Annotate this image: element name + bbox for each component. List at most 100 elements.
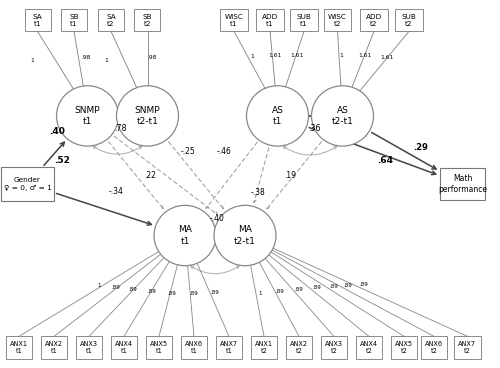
FancyBboxPatch shape [76,336,102,359]
FancyBboxPatch shape [61,9,87,31]
FancyBboxPatch shape [454,336,481,359]
Text: .89: .89 [344,283,352,288]
Text: AS
t2-t1: AS t2-t1 [332,106,353,126]
Text: ANX2
t1: ANX2 t1 [45,341,63,354]
Text: .89: .89 [295,287,304,292]
Text: -.40: -.40 [210,214,225,223]
Text: .64: .64 [378,156,394,164]
FancyBboxPatch shape [421,336,448,359]
Text: MA
t1: MA t1 [178,226,192,245]
Text: 1: 1 [340,53,344,58]
Text: 1: 1 [250,54,254,59]
Text: Math
performance: Math performance [438,174,487,194]
Text: SA
t1: SA t1 [32,14,42,27]
Text: SB
t2: SB t2 [142,14,152,27]
FancyBboxPatch shape [2,167,54,201]
Text: 1.61: 1.61 [380,55,394,60]
Text: .89: .89 [189,291,198,296]
Text: ANX7
t2: ANX7 t2 [458,341,476,354]
Text: .89: .89 [359,282,368,287]
Ellipse shape [214,205,276,266]
FancyBboxPatch shape [134,9,160,31]
Text: ANX3
t2: ANX3 t2 [325,341,343,354]
Text: ANX4
t2: ANX4 t2 [360,341,378,354]
Text: ANX1
t1: ANX1 t1 [10,341,28,354]
Text: -.38: -.38 [251,188,266,197]
Text: ANX2
t2: ANX2 t2 [290,341,308,354]
Text: 1.61: 1.61 [268,53,282,58]
FancyBboxPatch shape [290,9,318,31]
Text: SA
t2: SA t2 [106,14,116,27]
Text: .89: .89 [330,284,338,289]
Text: SNMP
t1: SNMP t1 [74,106,101,126]
Text: SB
t1: SB t1 [69,14,79,27]
FancyBboxPatch shape [256,9,284,31]
Text: .52: .52 [54,156,70,165]
Text: .89: .89 [312,285,322,290]
Text: ANX5
t1: ANX5 t1 [150,341,168,354]
FancyBboxPatch shape [321,336,347,359]
Text: ANX5
t2: ANX5 t2 [395,341,413,354]
Text: ANX4
t1: ANX4 t1 [115,341,133,354]
Ellipse shape [116,86,178,146]
Text: 1: 1 [97,283,100,289]
FancyBboxPatch shape [216,336,242,359]
Text: 1: 1 [30,58,34,63]
Text: 1: 1 [104,58,108,63]
Text: SUB
t2: SUB t2 [402,14,416,27]
Text: ANX6
t1: ANX6 t1 [185,341,203,354]
Text: MA
t2-t1: MA t2-t1 [234,226,256,245]
FancyBboxPatch shape [440,169,485,199]
FancyBboxPatch shape [98,9,124,31]
Text: .40: .40 [49,127,65,136]
Text: 1.61: 1.61 [290,53,304,58]
Text: -.46: -.46 [216,147,232,156]
Text: .89: .89 [276,289,284,294]
FancyBboxPatch shape [356,336,382,359]
Text: .78: .78 [114,124,126,133]
Ellipse shape [246,86,308,146]
FancyBboxPatch shape [24,9,50,31]
Text: SUB
t1: SUB t1 [296,14,312,27]
Text: .89: .89 [168,291,176,296]
Ellipse shape [312,86,374,146]
FancyBboxPatch shape [251,336,278,359]
Text: 1.61: 1.61 [359,53,372,59]
Text: .89: .89 [112,285,120,290]
Text: ANX7
t1: ANX7 t1 [220,341,238,354]
Text: 1: 1 [258,291,262,296]
Text: WISC
t1: WISC t1 [224,14,244,27]
Text: .89: .89 [129,287,138,292]
Text: -.34: -.34 [109,187,124,196]
Ellipse shape [56,86,118,146]
FancyBboxPatch shape [111,336,137,359]
FancyBboxPatch shape [391,336,417,359]
Text: -.25: -.25 [181,147,196,156]
Ellipse shape [154,205,216,266]
FancyBboxPatch shape [146,336,172,359]
FancyBboxPatch shape [6,336,32,359]
Text: SNMP
t2-t1: SNMP t2-t1 [134,106,160,126]
Text: ANX3
t1: ANX3 t1 [80,341,98,354]
FancyBboxPatch shape [41,336,67,359]
FancyBboxPatch shape [395,9,423,31]
Text: .89: .89 [210,290,219,295]
FancyBboxPatch shape [286,336,312,359]
Text: .98: .98 [148,54,157,60]
Text: Gender
♀ = 0, ♂ = 1: Gender ♀ = 0, ♂ = 1 [4,177,51,191]
Text: .98: .98 [81,54,90,60]
Text: .19: .19 [284,171,296,180]
Text: .36: .36 [308,124,321,133]
FancyBboxPatch shape [181,336,208,359]
Text: ANX6
t2: ANX6 t2 [425,341,443,354]
Text: .22: .22 [144,171,156,180]
Text: .29: .29 [414,143,428,152]
Text: ADD
t1: ADD t1 [262,14,278,27]
FancyBboxPatch shape [220,9,248,31]
Text: .89: .89 [148,289,156,294]
Text: AS
t1: AS t1 [272,106,283,126]
FancyBboxPatch shape [360,9,388,31]
Text: ADD
t2: ADD t2 [366,14,382,27]
Text: WISC
t2: WISC t2 [328,14,347,27]
Text: ANX1
t2: ANX1 t2 [255,341,273,354]
